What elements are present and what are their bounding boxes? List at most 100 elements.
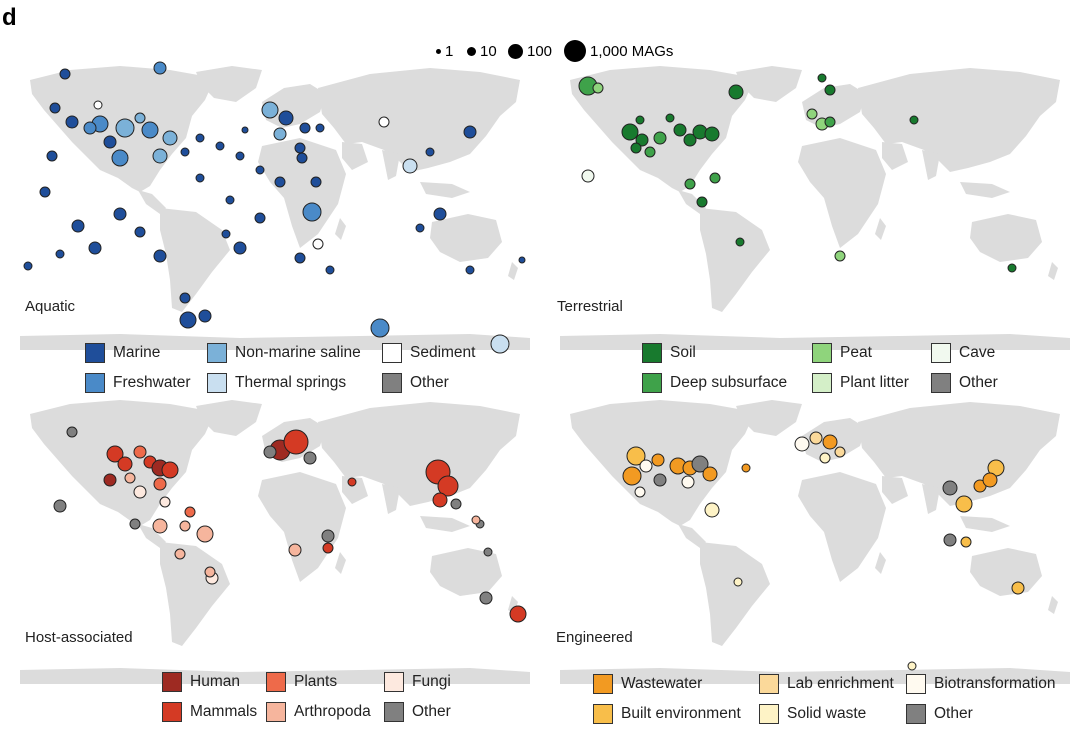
sample-site-marker [681,475,695,489]
legend-label: Peat [840,344,872,361]
legend-item-cave: Cave [931,342,995,364]
legend-item-freshwater: Freshwater [85,372,191,394]
landmass [970,214,1042,262]
sample-site-marker [432,492,448,508]
legend-item-plants: Plants [266,671,337,693]
legend-item-other-engineered: Other [906,703,973,725]
panel-label-terrestrial: Terrestrial [557,298,623,315]
size-dot-icon [508,43,523,59]
legend-item-soil: Soil [642,342,696,364]
landmass [335,218,346,240]
legend-item-built-environment: Built environment [593,703,741,725]
sample-site-marker [463,125,477,139]
landmass [960,516,1010,532]
sample-site-marker [152,518,168,534]
sample-site-marker [982,472,998,488]
sample-site-marker [315,123,325,133]
legend-item-peat: Peat [812,342,872,364]
legend-label: Mammals [190,703,258,720]
sample-site-marker [735,237,745,247]
sample-site-marker [325,265,335,275]
landmass [960,182,1010,198]
sample-site-marker [704,502,720,518]
sample-site-marker [592,82,604,94]
landmass [420,516,470,532]
sample-site-marker [1007,263,1017,273]
landmass [875,218,886,240]
map-panel-terrestrial: Terrestrial Soil Peat Cave Deep subsurfa… [540,58,1080,393]
sample-site-marker [741,463,751,473]
sample-site-marker [621,123,639,141]
sample-site-marker [152,148,168,164]
sample-site-marker [66,426,78,438]
legend-label: Wastewater [621,675,703,692]
swatch-non-marine-saline [207,343,227,363]
landmass [196,400,262,436]
sample-site-marker [204,566,216,578]
sample-site-marker [241,126,249,134]
landmass [258,138,346,248]
sample-site-marker [483,547,493,557]
sample-site-marker [283,429,309,455]
sample-site-marker [302,202,322,222]
landmass [700,208,770,312]
sample-site-marker [321,529,335,543]
swatch-other-terrestrial [931,373,951,393]
panel-label-engineered: Engineered [556,629,633,646]
swatch-sediment [382,343,402,363]
landmass [570,66,755,192]
sample-site-marker [733,577,743,587]
sample-site-marker [450,498,462,510]
size-legend: 1 10 100 1,000 MAGs [430,36,700,68]
sample-site-marker [103,473,117,487]
sample-site-marker [93,100,103,110]
sample-site-marker [644,146,656,158]
swatch-plants [266,672,286,692]
sample-site-marker [184,506,196,518]
sample-site-marker [111,149,129,167]
landmass [922,150,940,180]
sample-site-marker [683,133,697,147]
landmass [922,484,940,514]
legend-item-marine: Marine [85,342,160,364]
legend-item-other-host: Other [384,701,451,723]
map-panel-host-associated: Host-associated Human Plants Fungi Mamma… [0,392,540,732]
sample-site-marker [465,265,475,275]
sample-site-marker [909,115,919,125]
legend-label: Non-marine saline [235,344,361,361]
sample-site-marker [106,445,124,463]
sample-site-marker [198,309,212,323]
sample-site-marker [39,186,51,198]
landmass [160,542,230,646]
landmass [382,484,400,514]
sample-site-marker [296,152,308,164]
landmass [138,524,166,548]
sample-site-marker [728,84,744,100]
sample-site-marker [907,661,917,671]
sample-site-marker [133,485,147,499]
swatch-mammals [162,702,182,722]
sample-site-marker [278,110,294,126]
swatch-cave [931,343,951,363]
map-panel-aquatic: Aquatic Marine Non-marine saline Sedimen… [0,58,540,393]
legend-label: Thermal springs [235,374,347,391]
sample-site-marker [129,518,141,530]
sample-site-marker [195,133,205,143]
sample-site-marker [425,147,435,157]
landmass [736,66,802,102]
sample-site-marker [153,249,167,263]
legend-item-sediment: Sediment [382,342,475,364]
sample-site-marker [303,451,317,465]
sample-site-marker [179,292,191,304]
landmass [470,454,482,480]
sample-site-marker [134,226,146,238]
sample-site-marker [704,126,720,142]
sample-site-marker [124,472,136,484]
sample-site-marker [824,116,836,128]
sample-site-marker [635,133,649,147]
sample-site-marker [254,212,266,224]
sample-site-marker [153,477,167,491]
sample-site-marker [49,102,61,114]
sample-site-marker [415,223,425,233]
sample-site-marker [274,176,286,188]
